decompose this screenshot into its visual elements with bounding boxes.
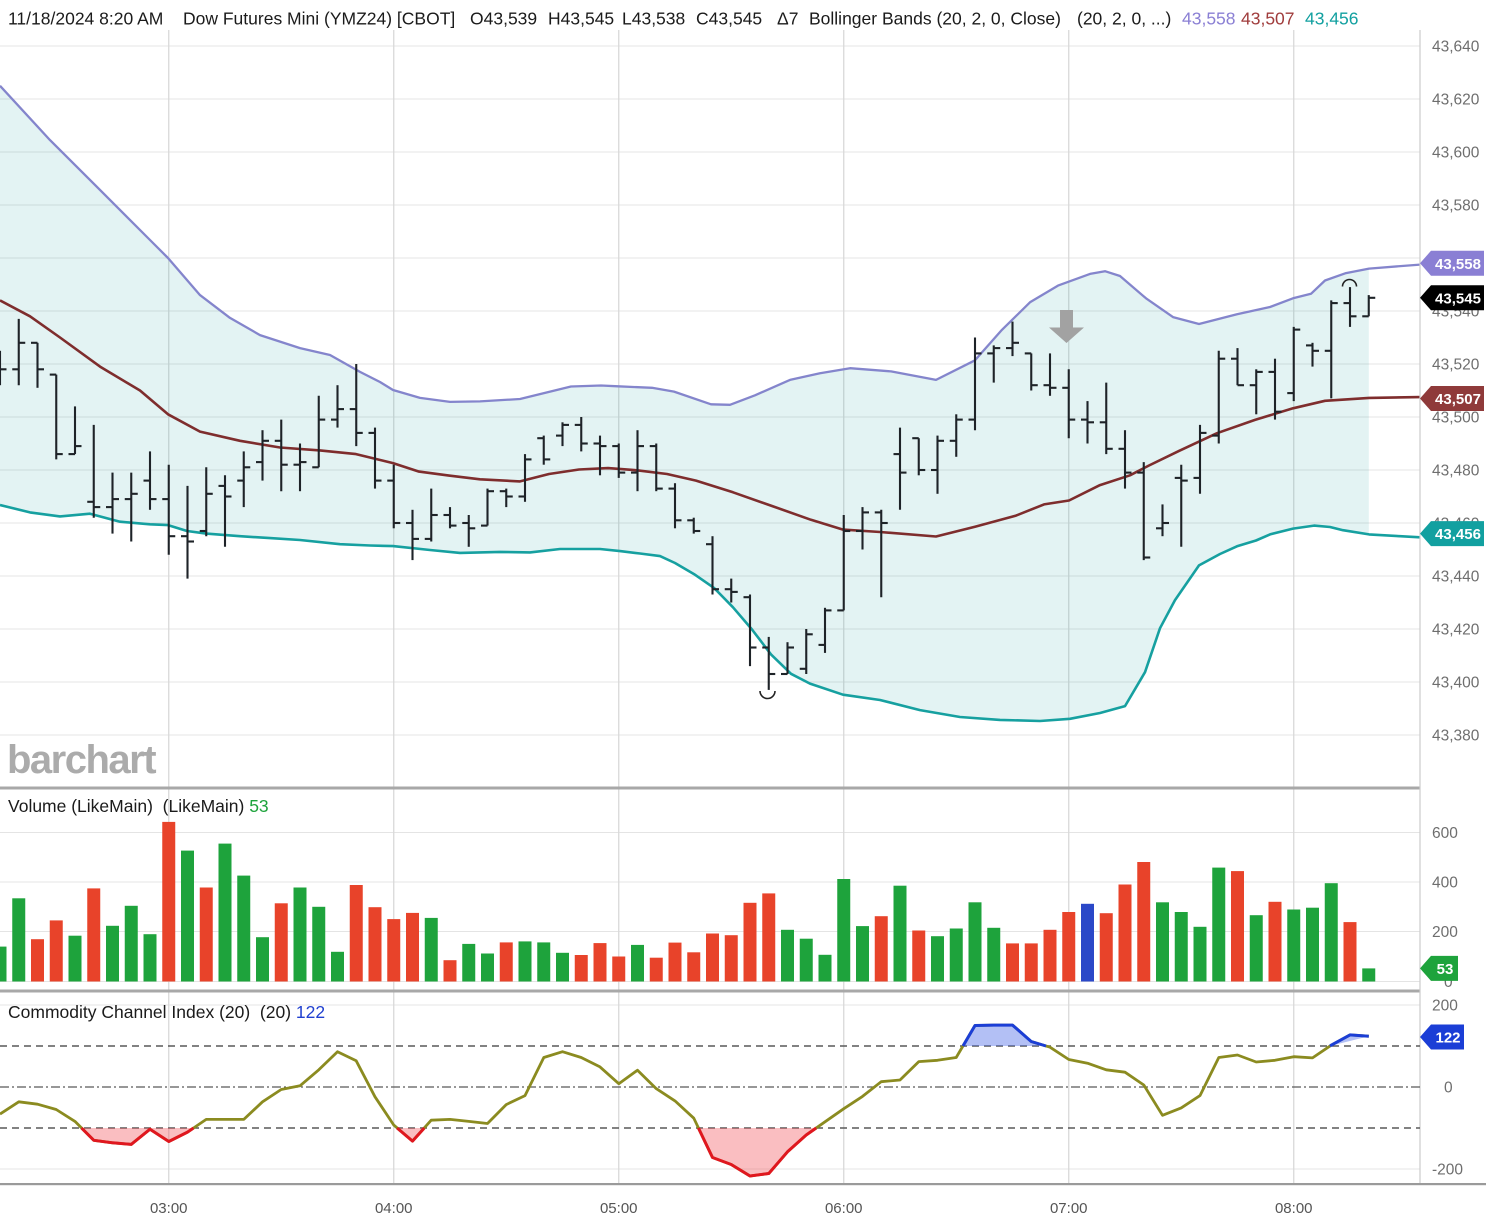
svg-text:C43,545: C43,545 (696, 9, 762, 29)
svg-text:03:00: 03:00 (150, 1200, 188, 1217)
svg-text:53: 53 (1437, 961, 1454, 978)
svg-text:43,600: 43,600 (1432, 145, 1480, 162)
svg-text:43,558: 43,558 (1435, 256, 1481, 273)
svg-text:0: 0 (1444, 1080, 1453, 1097)
svg-text:08:00: 08:00 (1275, 1200, 1313, 1217)
svg-text:Δ7: Δ7 (777, 9, 798, 29)
svg-text:43,380: 43,380 (1432, 728, 1480, 745)
svg-text:43,520: 43,520 (1432, 357, 1480, 374)
svg-text:(20, 2, 0, ...): (20, 2, 0, ...) (1077, 9, 1171, 29)
svg-text:43,456: 43,456 (1435, 526, 1481, 543)
svg-text:43,558: 43,558 (1182, 9, 1236, 29)
svg-text:43,456: 43,456 (1305, 9, 1359, 29)
svg-text:0: 0 (1444, 974, 1453, 991)
svg-text:43,640: 43,640 (1432, 39, 1480, 56)
svg-text:Bollinger Bands (20, 2, 0, Clo: Bollinger Bands (20, 2, 0, Close) (809, 9, 1061, 29)
svg-text:06:00: 06:00 (825, 1200, 863, 1217)
svg-text:O43,539: O43,539 (470, 9, 537, 29)
svg-text:H43,545: H43,545 (548, 9, 614, 29)
svg-text:L43,538: L43,538 (622, 9, 685, 29)
svg-text:04:00: 04:00 (375, 1200, 413, 1217)
svg-text:Commodity Channel Index (20): Commodity Channel Index (20) (20) 122 (8, 1002, 325, 1022)
svg-text:-200: -200 (1432, 1162, 1463, 1179)
svg-text:200: 200 (1432, 924, 1458, 941)
svg-text:05:00: 05:00 (600, 1200, 638, 1217)
svg-text:200: 200 (1432, 998, 1458, 1015)
svg-text:43,500: 43,500 (1432, 410, 1480, 427)
svg-text:07:00: 07:00 (1050, 1200, 1088, 1217)
svg-text:43,545: 43,545 (1435, 290, 1481, 307)
svg-text:43,480: 43,480 (1432, 463, 1480, 480)
svg-text:43,507: 43,507 (1435, 391, 1481, 408)
svg-text:Dow Futures Mini (YMZ24) [CBOT: Dow Futures Mini (YMZ24) [CBOT] (183, 9, 455, 29)
svg-text:11/18/2024 8:20 AM: 11/18/2024 8:20 AM (8, 9, 163, 29)
svg-text:400: 400 (1432, 875, 1458, 892)
svg-text:barchart: barchart (7, 738, 156, 782)
svg-text:43,400: 43,400 (1432, 675, 1480, 692)
svg-text:43,420: 43,420 (1432, 622, 1480, 639)
svg-text:43,620: 43,620 (1432, 92, 1480, 109)
svg-text:43,580: 43,580 (1432, 198, 1480, 215)
svg-text:43,507: 43,507 (1241, 9, 1295, 29)
svg-text:Volume (LikeMain) (LikeMain): Volume (LikeMain) (LikeMain) 53 (8, 796, 269, 816)
svg-text:43,440: 43,440 (1432, 569, 1480, 586)
svg-text:122: 122 (1435, 1029, 1460, 1046)
svg-text:600: 600 (1432, 825, 1458, 842)
